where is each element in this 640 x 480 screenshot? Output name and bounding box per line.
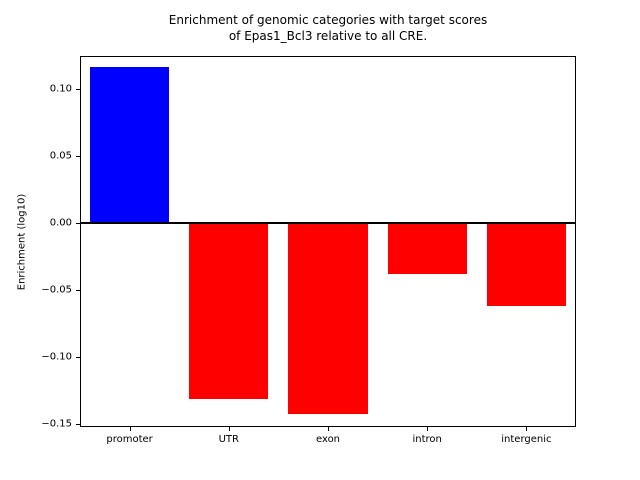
zero-baseline <box>80 222 576 225</box>
x-tick-label: intron <box>412 434 442 445</box>
x-tick-mark <box>427 427 429 431</box>
x-tick-label: promoter <box>106 434 153 445</box>
y-tick-label: −0.05 <box>41 284 72 296</box>
y-tick-label: 0.05 <box>49 150 72 162</box>
bar-UTR <box>189 223 269 399</box>
chart-title: Enrichment of genomic categories with ta… <box>80 12 576 44</box>
x-tick-mark <box>526 427 528 431</box>
bar-intergenic <box>486 223 567 307</box>
x-tick-mark <box>228 427 230 431</box>
y-tick-label: 0.10 <box>49 83 72 95</box>
y-tick-mark <box>76 290 80 292</box>
y-tick-label: −0.15 <box>41 418 72 430</box>
y-axis-label: Enrichment (log10) <box>16 193 28 290</box>
x-tick-label: intergenic <box>501 434 552 445</box>
chart-title-line: Enrichment of genomic categories with ta… <box>168 13 488 27</box>
x-tick-label: UTR <box>218 434 239 445</box>
y-tick-mark <box>76 357 80 359</box>
bar-intron <box>387 223 467 275</box>
x-tick-mark <box>328 427 329 431</box>
x-tick-mark <box>129 427 131 431</box>
y-tick-mark <box>76 223 80 225</box>
y-tick-mark <box>76 89 80 91</box>
y-tick-label: 0.00 <box>49 217 72 229</box>
y-tick-mark <box>76 424 80 426</box>
chart-title-line: of Epas1_Bcl3 relative to all CRE. <box>228 29 428 44</box>
bar-promoter <box>89 66 170 224</box>
x-tick-label: exon <box>315 434 341 445</box>
y-tick-mark <box>76 156 80 158</box>
bar-exon <box>288 223 368 414</box>
y-tick-label: −0.10 <box>41 351 72 363</box>
